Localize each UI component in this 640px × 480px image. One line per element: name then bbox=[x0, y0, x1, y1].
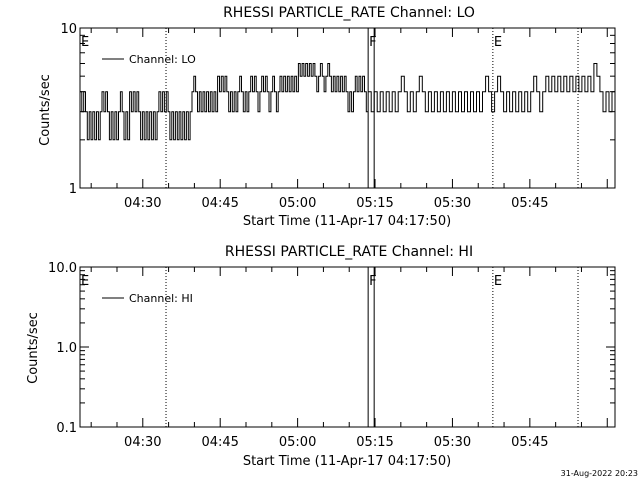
y-axis-label: Counts/sec bbox=[38, 74, 53, 146]
y-ticks: 0.1 1.0 10.0 bbox=[48, 261, 615, 436]
legend-label: Channel: LO bbox=[129, 53, 196, 66]
plot-frame bbox=[79, 27, 616, 189]
chart-title: RHESSI PARTICLE_RATE Channel: LO bbox=[223, 5, 475, 21]
x-axis-label: Start Time (11-Apr-17 04:17:50) bbox=[243, 214, 451, 229]
legend: Channel: HI bbox=[102, 292, 193, 305]
x-tick-label: 05:00 bbox=[279, 435, 316, 450]
panel-lo: RHESSI PARTICLE_RATE Channel: LO 1 10 04:… bbox=[38, 5, 616, 229]
y-tick-label: 1.0 bbox=[56, 341, 77, 356]
chart-title: RHESSI PARTICLE_RATE Channel: HI bbox=[225, 244, 473, 260]
x-tick-label: 04:30 bbox=[124, 435, 161, 450]
x-ticks: 04:30 04:45 05:00 05:15 05:30 05:45 bbox=[90, 28, 608, 211]
x-tick-label: 04:45 bbox=[201, 435, 238, 450]
event-marker-label: E bbox=[81, 274, 89, 289]
y-axis-label: Counts/sec bbox=[26, 312, 41, 384]
event-marker-label: E bbox=[494, 35, 502, 50]
x-tick-label: 05:15 bbox=[356, 196, 393, 211]
legend-label: Channel: HI bbox=[129, 292, 193, 305]
y-tick-label: 1 bbox=[69, 182, 77, 197]
series-line bbox=[80, 63, 369, 141]
x-tick-label: 04:30 bbox=[124, 196, 161, 211]
x-tick-label: 05:00 bbox=[279, 196, 316, 211]
y-ticks: 1 10 bbox=[60, 22, 615, 197]
y-tick-label: 10 bbox=[60, 22, 77, 37]
x-axis-label: Start Time (11-Apr-17 04:17:50) bbox=[243, 454, 451, 469]
event-marker-label: F bbox=[369, 35, 376, 50]
plot-area bbox=[79, 266, 616, 428]
plot-area bbox=[79, 27, 616, 189]
legend: Channel: LO bbox=[102, 53, 196, 66]
event-marker-label: E bbox=[494, 274, 502, 289]
x-ticks: 04:30 04:45 05:00 05:15 05:30 05:45 bbox=[90, 267, 608, 450]
event-marker-label: F bbox=[369, 274, 376, 289]
series-line bbox=[368, 63, 615, 113]
data-series bbox=[80, 63, 615, 141]
x-tick-label: 05:15 bbox=[356, 435, 393, 450]
timestamp: 31-Aug-2022 20:23 bbox=[561, 469, 638, 478]
plot-frame bbox=[79, 266, 616, 428]
y-tick-label: 10.0 bbox=[48, 261, 77, 276]
x-tick-label: 04:45 bbox=[201, 196, 238, 211]
x-tick-label: 05:30 bbox=[434, 435, 471, 450]
event-marker-label: E bbox=[81, 35, 89, 50]
x-tick-label: 05:45 bbox=[511, 435, 548, 450]
y-tick-label: 0.1 bbox=[56, 421, 77, 436]
panel-hi: RHESSI PARTICLE_RATE Channel: HI 0.1 1.0 1… bbox=[26, 244, 616, 469]
x-tick-label: 05:30 bbox=[434, 196, 471, 211]
x-tick-label: 05:45 bbox=[511, 196, 548, 211]
